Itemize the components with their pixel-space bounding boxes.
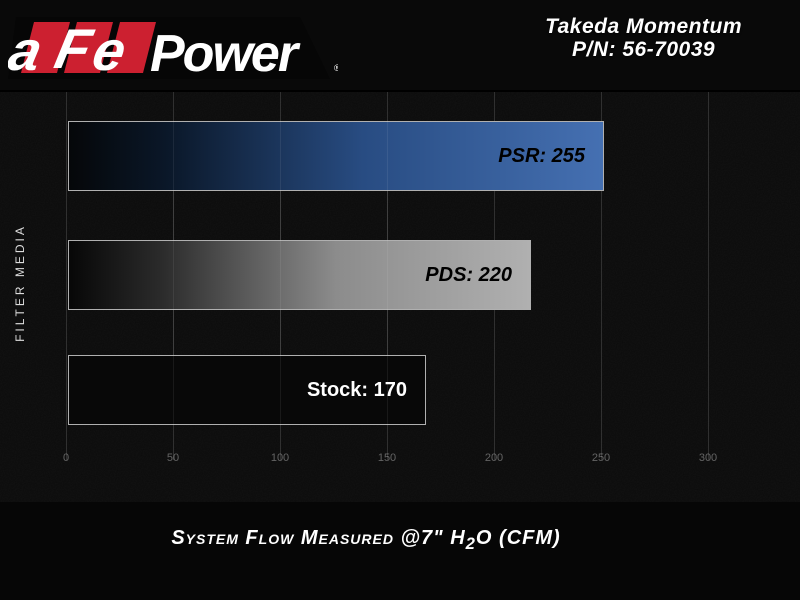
svg-text:®: ® [334,63,338,73]
svg-text:Power: Power [150,25,301,83]
